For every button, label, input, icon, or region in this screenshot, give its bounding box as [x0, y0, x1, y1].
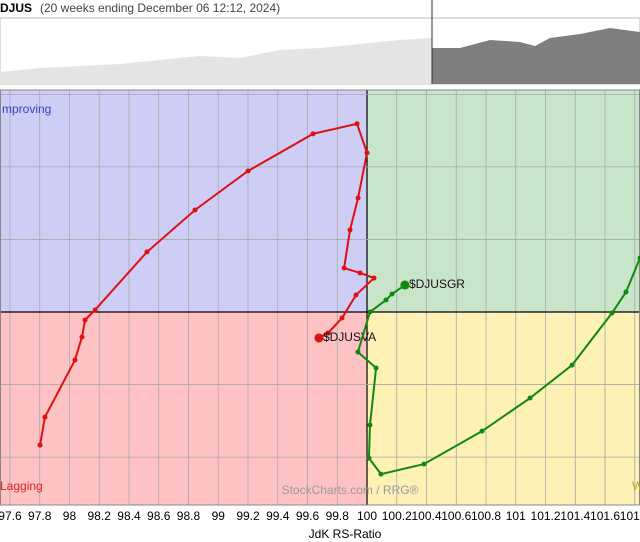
x-tick-label: 98.4 [117, 509, 141, 523]
x-tick-label: 100.2 [382, 509, 412, 523]
series-point [371, 275, 377, 281]
mini-area-past [0, 38, 432, 84]
series-point [383, 297, 389, 303]
x-tick-label: 100.6 [441, 509, 471, 523]
series-line [356, 257, 640, 476]
series-point [354, 121, 360, 127]
quadrant-label: mproving [2, 102, 51, 116]
quadrant-improving [0, 90, 368, 313]
series-point [527, 395, 533, 401]
x-tick-label: 101.6 [590, 509, 620, 523]
series-point [42, 414, 48, 420]
series-point [72, 357, 78, 363]
x-tick-label: 100.8 [471, 509, 501, 523]
series-point [389, 291, 395, 297]
chart-subtitle: (20 weeks ending December 06 12:12, 2024… [40, 1, 280, 15]
chart-title: DJUS [0, 1, 32, 15]
quadrant-label: W [632, 479, 640, 493]
series-point [355, 195, 361, 201]
mini-chart [0, 0, 640, 85]
series-point [367, 422, 373, 428]
series-point [192, 207, 198, 213]
series-head [400, 280, 410, 290]
x-tick-label: 99.4 [266, 509, 290, 523]
series-point [569, 362, 575, 368]
x-tick-label: 99 [212, 509, 226, 523]
series-label: $DJUSGR [409, 277, 465, 291]
quadrant-leading [367, 90, 640, 313]
x-tick-label: 99.8 [326, 509, 350, 523]
x-tick-label: 101.2 [531, 509, 561, 523]
series-point [479, 428, 485, 434]
x-tick-label: 101.4 [560, 509, 590, 523]
series-point [623, 289, 629, 295]
series-point [421, 461, 427, 467]
x-tick-label: 97.8 [28, 509, 52, 523]
series-point [355, 349, 361, 355]
series-point [353, 292, 359, 298]
series-point [144, 249, 150, 255]
series-point [82, 317, 88, 323]
x-axis-label: JdK RS-Ratio [309, 527, 382, 541]
x-tick-label: 101 [506, 509, 526, 523]
x-tick-label: 101.8 [620, 509, 640, 523]
x-tick-label: 100.4 [412, 509, 442, 523]
series-head [314, 333, 324, 343]
series-point [37, 442, 43, 448]
x-tick-label: 99.2 [236, 509, 260, 523]
quadrant-lagging [0, 312, 368, 505]
series-point [378, 471, 384, 477]
x-tick-label: 98.6 [147, 509, 171, 523]
series-point [609, 310, 615, 316]
series-point [325, 330, 331, 336]
watermark: StockCharts.com / RRG® [282, 483, 419, 497]
series-point [339, 315, 345, 321]
x-tick-label: 97.6 [0, 509, 22, 523]
series-point [637, 255, 640, 261]
series-point [366, 455, 372, 461]
x-tick-label: 99.6 [296, 509, 320, 523]
series-point [357, 270, 363, 276]
series-point [364, 150, 370, 156]
series-label: $DJUSVA [323, 330, 376, 344]
series-point [341, 265, 347, 271]
series-point [347, 227, 353, 233]
x-tick-label: 98.8 [177, 509, 201, 523]
x-tick-label: 100 [357, 509, 377, 523]
quadrant-label: Lagging [0, 479, 43, 493]
mini-area-tail [432, 28, 640, 84]
series-point [373, 365, 379, 371]
series-point [79, 334, 85, 340]
series-point [310, 131, 316, 137]
x-tick-label: 98.2 [88, 509, 112, 523]
x-tick-label: 98 [63, 509, 77, 523]
quadrant-weakening [367, 312, 640, 505]
series-point [245, 168, 251, 174]
series-point [92, 307, 98, 313]
series-point [367, 309, 373, 315]
